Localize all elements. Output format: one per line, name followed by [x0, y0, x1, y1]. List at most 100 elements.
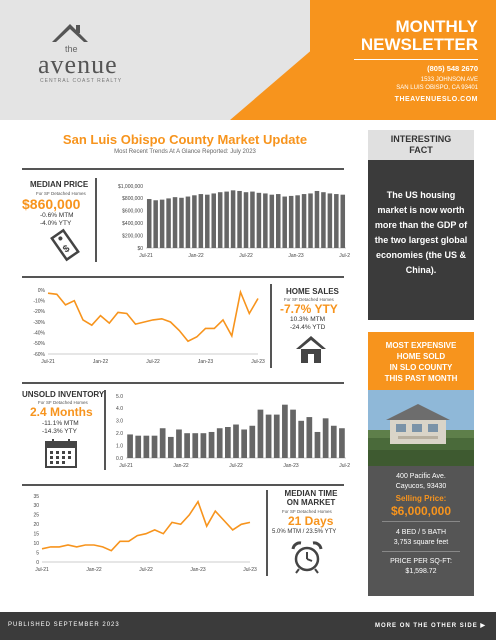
expensive-divider-1: [382, 521, 460, 522]
chart-bar: [179, 197, 184, 248]
chart-bar: [184, 433, 190, 458]
alarm-clock-icon: [291, 541, 323, 574]
home-sales-mtm: 10.3% MTM: [290, 316, 326, 323]
x-tick-label: Jul-23: [251, 359, 265, 365]
logo-the: the: [65, 44, 78, 54]
y-tick-label: $800,000: [122, 196, 143, 202]
chart-bar: [159, 428, 166, 458]
median-price-ytd: -4.0% YTY: [40, 220, 72, 227]
chart-bar: [243, 192, 249, 248]
section-divider-3: [22, 382, 344, 384]
office-address: 1533 JOHNSON AVE SAN LUIS OBISPO, CA 934…: [328, 76, 478, 92]
y-tick-label: 15: [33, 532, 39, 538]
chart-bar: [321, 192, 326, 248]
chart-bar: [159, 199, 165, 248]
logo-avenue: avenue: [38, 50, 118, 79]
x-tick-label: Jul-22: [229, 463, 243, 469]
y-tick-label: 5: [36, 550, 39, 556]
x-tick-label: Jul-23: [243, 567, 257, 573]
median-time-sub: For SF Detached Homes: [282, 509, 332, 514]
y-tick-label: 5.0: [116, 394, 123, 400]
chart-bar: [167, 436, 174, 458]
home-sales-vbar: [270, 284, 272, 368]
y-tick-label: $600,000: [122, 209, 143, 215]
website-link[interactable]: THEAVENUESLO.COM: [394, 96, 478, 103]
header-divider: [354, 59, 478, 60]
footer-bar: [0, 612, 496, 640]
expensive-address-line2: Cayucos, 93430: [395, 483, 447, 490]
header-diagonal: [230, 0, 370, 120]
chart-bar: [208, 431, 215, 458]
chart-bar: [172, 197, 178, 248]
chart-bar: [249, 425, 256, 458]
phone-number: (805) 548 2670: [427, 64, 478, 73]
x-tick-label: Jan-23: [190, 567, 206, 573]
y-tick-label: 2.0: [116, 431, 123, 437]
chart-bar: [211, 193, 216, 248]
chart-bar: [200, 433, 207, 458]
published-date: PUBLISHED SEPTEMBER 2023: [8, 622, 120, 628]
home-sales-ytd: -24.4% YTD: [290, 324, 326, 331]
chart-bar: [205, 194, 210, 248]
chart-bar: [216, 428, 223, 458]
unsold-ytd: -14.3% YTY: [42, 428, 77, 435]
expensive-heading-line2: HOME SOLD: [396, 352, 446, 361]
y-tick-label: 30: [33, 503, 39, 509]
chart-bar: [314, 431, 321, 458]
chart-bar: [334, 194, 339, 248]
home-sales-title: HOME SALES: [286, 287, 339, 296]
chart-bar: [273, 414, 280, 458]
y-tick-label: -50%: [33, 341, 45, 347]
unsold-sub: For SF Detached Homes: [38, 400, 88, 405]
chart-bar: [127, 434, 133, 458]
x-tick-label: Jan-23: [198, 359, 214, 365]
chart-bar: [224, 191, 229, 248]
chart-bar: [327, 193, 333, 248]
unsold-mtm: -11.1% MTM: [42, 420, 79, 427]
page-subtitle: Most Recent Trends At A Glance Reported:…: [114, 149, 256, 155]
most-expensive-heading: MOST EXPENSIVE HOME SOLD IN SLO COUNTY T…: [368, 332, 474, 390]
chart-bar: [288, 195, 294, 248]
address-line2: SAN LUIS OBISPO, CA 93401: [396, 85, 478, 91]
newsletter-title-line2: NEWSLETTER: [360, 35, 478, 54]
ppsf-label: PRICE PER SQ-FT:: [390, 558, 452, 565]
x-tick-label: Jul-22: [146, 359, 160, 365]
chart-line: [41, 499, 251, 552]
chart-bar: [256, 192, 262, 248]
chart-bar: [185, 196, 191, 248]
chart-bar: [269, 194, 275, 248]
newsletter-title-line1: MONTHLY: [395, 17, 479, 36]
svg-text:$: $: [61, 243, 72, 255]
chart-bar: [282, 196, 287, 248]
x-tick-label: Jan-23: [288, 253, 304, 259]
expensive-heading-line1: MOST EXPENSIVE: [385, 341, 457, 350]
median-time-title: MEDIAN TIME ON MARKET: [276, 489, 346, 507]
y-tick-label: -20%: [33, 309, 45, 315]
median-time-change: 5.0% MTM / 23.5% YTY: [272, 529, 337, 535]
median-time-vbar: [266, 490, 268, 576]
median-price-value: $860,000: [22, 196, 81, 212]
interesting-fact-heading: INTERESTING FACT: [368, 130, 474, 160]
square-feet: 3,753 square feet: [393, 539, 449, 546]
chart-bar: [308, 193, 313, 248]
median-time-chart: 0 5 10 15 20 25 30 35 Jul-21 Jan-22 Jul-22 Jan-23 Ju…: [33, 494, 257, 573]
x-tick-label: Jan-22: [173, 463, 189, 469]
median-price-vbar: [95, 178, 97, 262]
logo-subtitle: CENTRAL COAST REALTY: [40, 78, 123, 84]
y-tick-label: 4.0: [116, 406, 123, 412]
x-tick-label: Jan-22: [86, 567, 102, 573]
interesting-fact-panel: [368, 130, 474, 320]
chart-bar: [217, 192, 223, 248]
house-icon: [296, 336, 326, 363]
y-tick-label: $400,000: [122, 221, 143, 227]
chart-bar: [282, 404, 288, 458]
more-other-side-link[interactable]: MORE ON THE OTHER SIDE ▶: [375, 623, 486, 629]
y-tick-label: -40%: [33, 330, 45, 336]
chart-bar: [230, 190, 236, 248]
y-tick-label: -30%: [33, 320, 45, 326]
median-price-mtm: -0.6% MTM: [40, 212, 74, 219]
chart-bar: [290, 409, 296, 458]
chart-bar: [250, 191, 255, 248]
median-time-value: 21 Days: [288, 514, 334, 528]
y-tick-label: $1,000,000: [118, 184, 143, 190]
